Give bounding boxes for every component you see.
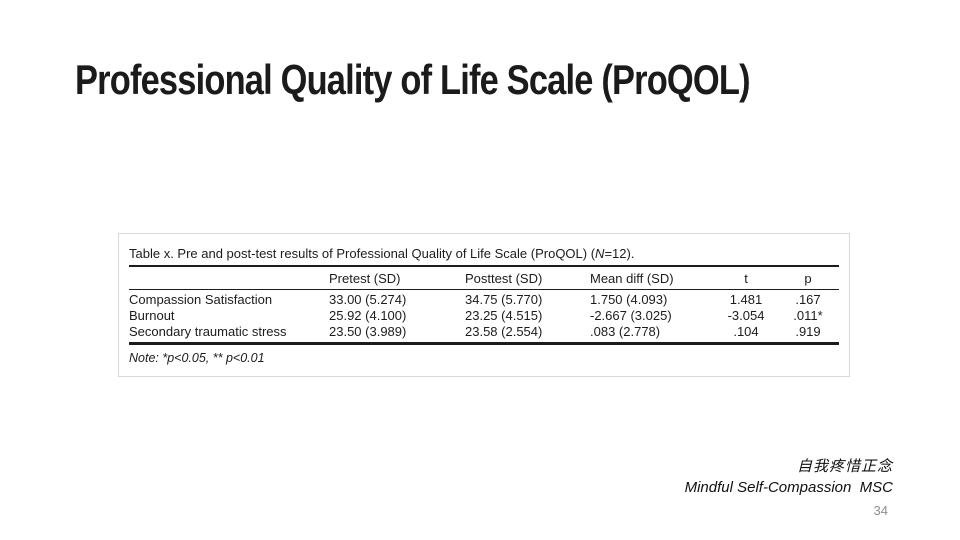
row-label: Burnout: [129, 308, 175, 323]
table-caption: Table x. Pre and post-test results of Pr…: [129, 246, 839, 267]
col-header-mean-diff: Mean diff (SD): [590, 267, 715, 290]
results-table: Pretest (SD) Posttest (SD) Mean diff (SD…: [129, 267, 839, 345]
cell-pretest: 23.50 (3.989): [329, 324, 465, 345]
table-row: Burnout 25.92 (4.100) 23.25 (4.515) -2.6…: [129, 308, 839, 324]
table-note: Note: *p<0.05, ** p<0.01: [129, 351, 265, 365]
table-caption-lead: Table x. Pre and post-test results of Pr…: [129, 246, 596, 261]
col-header-posttest: Posttest (SD): [465, 267, 590, 290]
cell-pretest: 33.00 (5.274): [329, 292, 407, 307]
footer-chinese-caption: 自我疼惜正念: [796, 458, 893, 475]
cell-p: .011*: [793, 308, 823, 323]
cell-mean-diff: 1.750 (4.093): [590, 292, 668, 307]
cell-t: .104: [715, 324, 777, 345]
table-row: Compassion Satisfaction 33.00 (5.274) 34…: [129, 290, 839, 309]
cell-t: 1.481: [729, 292, 763, 307]
col-header-pretest: Pretest (SD): [329, 267, 465, 290]
cell-posttest: 34.75 (5.770): [465, 292, 543, 307]
cell-p: .919: [777, 324, 839, 345]
row-label: Secondary traumatic stress: [129, 324, 329, 345]
slide-title: Professional Quality of Life Scale (ProQ…: [75, 56, 751, 103]
page-number: 34: [873, 503, 888, 518]
cell-posttest: 23.58 (2.554): [465, 324, 590, 345]
table-row: Secondary traumatic stress 23.50 (3.989)…: [129, 324, 839, 345]
cell-p: .167: [795, 292, 821, 307]
footer-english-caption: Mindful Self-Compassion MSC: [684, 479, 893, 496]
table-caption-n: N: [595, 246, 605, 261]
cell-t: -3.054: [727, 308, 765, 323]
cell-mean-diff: .083 (2.778): [590, 324, 715, 345]
col-header-p: p: [777, 267, 839, 290]
table-header-row: Pretest (SD) Posttest (SD) Mean diff (SD…: [129, 267, 839, 290]
cell-pretest: 25.92 (4.100): [329, 308, 407, 323]
cell-posttest: 23.25 (4.515): [465, 308, 543, 323]
results-table-image: Table x. Pre and post-test results of Pr…: [118, 233, 850, 377]
col-header-t: t: [715, 267, 777, 290]
col-header-measure: [129, 267, 329, 290]
row-label: Compassion Satisfaction: [129, 292, 273, 307]
footer-captions: 自我疼惜正念 Mindful Self-Compassion MSC: [685, 457, 893, 498]
cell-mean-diff: -2.667 (3.025): [590, 308, 672, 323]
table-caption-tail: =12).: [604, 246, 635, 261]
